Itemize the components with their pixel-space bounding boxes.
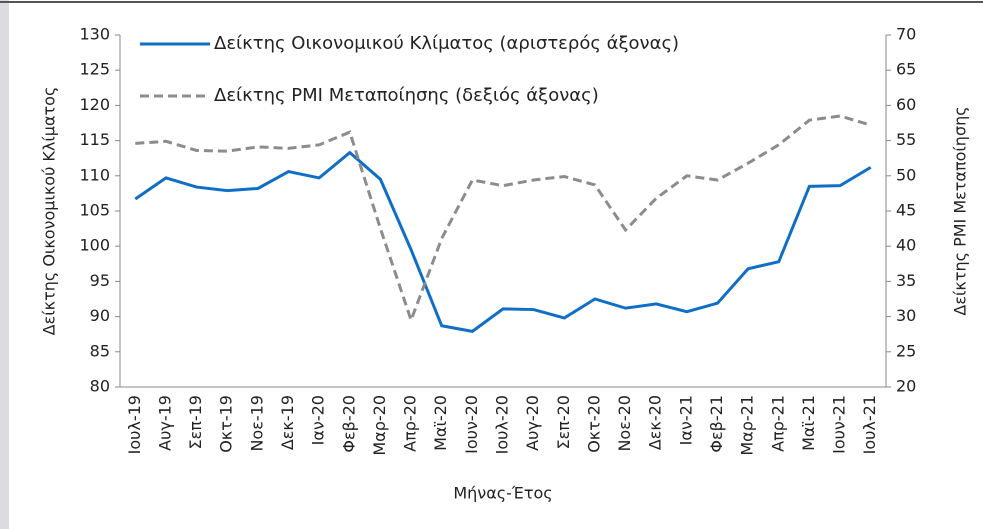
- x-tick-label: Φεβ-21: [707, 395, 726, 453]
- y-tick-label: 130: [79, 25, 110, 44]
- series-line: [135, 114, 872, 325]
- x-tick-label: Μαϊ-20: [431, 395, 450, 451]
- y2-tick-label: 20: [896, 377, 916, 396]
- y-tick-label: 90: [90, 306, 110, 325]
- x-tick-label: Μαρ-20: [370, 395, 389, 456]
- y-tick-label: 125: [79, 60, 110, 79]
- x-axis-title: Μήνας-Έτος: [453, 484, 552, 503]
- x-tick-label: Απρ-20: [401, 395, 420, 452]
- x-tick-label: Μαϊ-21: [799, 395, 818, 451]
- y-tick-label: 100: [79, 236, 110, 255]
- x-tick-label: Αυγ-19: [155, 395, 174, 451]
- left-strip: [0, 0, 9, 529]
- x-tick-label: Σεπ-19: [186, 395, 205, 450]
- y-tick-label: 115: [79, 130, 110, 149]
- x-tick-label: Δεκ-19: [278, 395, 297, 450]
- legend-label: Δείκτης PMI Μεταποίησης (δεξιός άξονας): [214, 85, 599, 106]
- x-tick-label: Ιουν-21: [830, 395, 849, 454]
- x-tick-label: Ιαν-20: [309, 395, 328, 445]
- x-tick-label: Ιουν-20: [462, 395, 481, 454]
- x-tick-label: Δεκ-20: [646, 395, 665, 450]
- x-tick-label: Απρ-21: [768, 395, 787, 452]
- y-tick-label: 105: [79, 201, 110, 220]
- x-tick-label: Φεβ-20: [339, 395, 358, 453]
- y-tick-label: 80: [90, 377, 110, 396]
- y2-tick-label: 55: [896, 130, 916, 149]
- y2-tick-label: 65: [896, 60, 916, 79]
- x-tick-label: Οκτ-19: [217, 395, 236, 453]
- x-tick-label: Ιουλ-19: [125, 395, 144, 454]
- x-tick-label: Νοε-19: [247, 395, 266, 452]
- y2-tick-label: 25: [896, 341, 916, 360]
- x-tick-label: Μαρ-21: [738, 395, 757, 456]
- x-tick-label: Ιουλ-20: [493, 395, 512, 454]
- y2-tick-label: 40: [896, 236, 916, 255]
- y-axis-title: Δείκτης Οικονομικού Κλίματος: [40, 87, 59, 336]
- y2-tick-label: 70: [896, 25, 916, 44]
- x-tick-label: Σεπ-20: [554, 395, 573, 450]
- y-tick-label: 85: [90, 341, 110, 360]
- x-tick-label: Νοε-20: [615, 395, 634, 452]
- y2-axis-title: Δείκτης PMI Μεταποίησης: [951, 106, 970, 315]
- x-tick-label: Αυγ-20: [523, 395, 542, 451]
- y2-tick-label: 35: [896, 271, 916, 290]
- x-tick-label: Ιαν-21: [676, 395, 695, 445]
- y2-tick-label: 50: [896, 165, 916, 184]
- x-tick-label: Ιουλ-21: [860, 395, 879, 454]
- x-tick-label: Οκτ-20: [584, 395, 603, 453]
- legend-label: Δείκτης Οικονομικού Κλίματος (αριστερός …: [214, 33, 679, 54]
- y-tick-label: 120: [79, 95, 110, 114]
- y2-tick-label: 30: [896, 306, 916, 325]
- y-tick-label: 110: [79, 165, 110, 184]
- series-line: [134, 150, 872, 333]
- y-tick-label: 95: [90, 271, 110, 290]
- y2-tick-label: 60: [896, 95, 916, 114]
- y2-tick-label: 45: [896, 201, 916, 220]
